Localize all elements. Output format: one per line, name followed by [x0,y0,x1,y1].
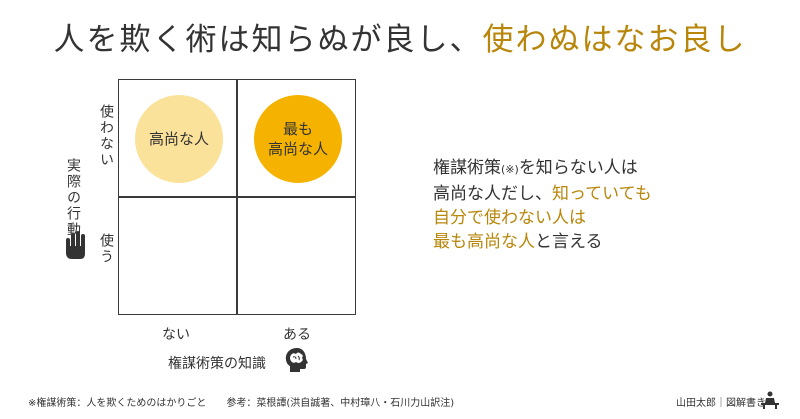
desc-line2-a: 高尚な人だし、 [433,184,552,204]
description-line-2: 高尚な人だし、知っていても [433,182,652,206]
bubble-noble-person: 高尚な人 [135,95,223,183]
cell-top-right: 最も 高尚な人 [237,79,356,197]
cell-bottom-left [118,197,237,315]
author-credit: 山田太郎｜図解書き [676,398,766,409]
bubble-most-noble-line2: 高尚な人 [267,140,328,158]
desc-line1-b: を知らない人は [518,158,638,178]
desc-line4-a: 最も高尚な人 [433,232,535,252]
hand-icon [66,231,85,259]
bubble-noble-label: 高尚な人 [148,130,209,148]
x-label-have: ある [283,327,311,343]
desc-line1-note: (※) [501,163,519,176]
desc-line1-a: 権謀術策 [433,158,501,178]
desc-line4-b: と言える [535,232,603,252]
matrix-grid: 高尚な人 最も 高尚な人 [118,79,357,315]
person-writing-icon [761,391,779,409]
description-line-3: 自分で使わない人は [433,208,586,228]
y-axis-title: 実際の行動 [65,158,81,238]
brain-icon [285,348,308,372]
x-axis-title: 権謀術策の知識 [168,356,266,372]
description-text: 権謀術策(※)を知らない人は 高尚な人だし、知っていても 自分で使わない人は 最… [433,156,652,254]
cell-top-left: 高尚な人 [118,79,237,197]
y-label-not-use: 使わない [98,104,114,168]
footnote: ※権謀術策：人を欺くためのはかりごと 参考：菜根譚(洪自誠著、中村璋八・石川力山… [28,398,455,409]
cell-bottom-right [237,197,356,315]
title-part1: 人を欺く術は知らぬが良し、 [53,22,483,58]
y-label-use: 使う [98,233,114,265]
description-line-4: 最も高尚な人と言える [433,230,652,254]
page-title: 人を欺く術は知らぬが良し、使わぬはなお良し [0,14,800,59]
bubble-most-noble-line1: 最も [282,120,313,138]
bubble-most-noble-person: 最も 高尚な人 [254,95,342,183]
x-label-none: ない [162,327,190,343]
title-part2: 使わぬはなお良し [482,22,747,58]
description-line-1: 権謀術策(※)を知らない人は [433,156,652,182]
desc-line2-b: 知っていても [552,184,652,204]
